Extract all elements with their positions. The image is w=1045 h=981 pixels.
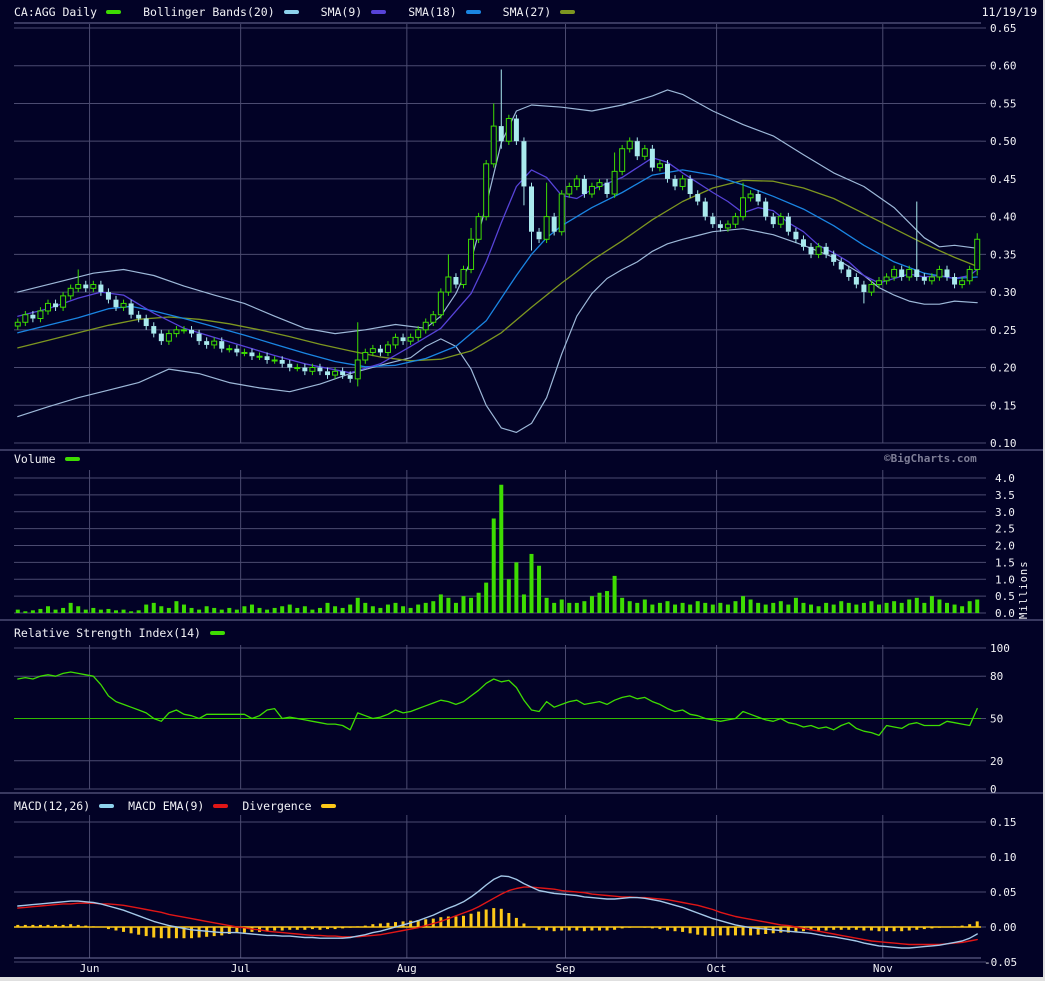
bollinger-swatch-icon [283,10,299,14]
volume-legend: Volume [14,452,80,466]
svg-text:0.10: 0.10 [990,437,1017,450]
svg-text:80: 80 [990,670,1003,683]
legend-item-sma27: SMA(27) [502,5,576,19]
macd-swatch-icon [99,804,115,808]
sma9-label: SMA(9) [320,5,363,19]
macd-legend: MACD(12,26) MACD EMA(9) Divergence [14,799,358,813]
svg-text:0.15: 0.15 [990,816,1017,829]
svg-text:Jun: Jun [80,962,100,975]
svg-text:0.10: 0.10 [990,851,1017,864]
svg-text:1.0: 1.0 [995,573,1015,586]
rsi-swatch-icon [209,631,225,635]
sma27-swatch-icon [560,10,576,14]
svg-text:0.05: 0.05 [990,886,1017,899]
sma27-label: SMA(27) [502,5,552,19]
svg-text:Sep: Sep [556,962,576,975]
svg-text:0.65: 0.65 [990,22,1017,35]
svg-text:Oct: Oct [707,962,727,975]
svg-text:Jul: Jul [231,962,251,975]
svg-text:20: 20 [990,755,1003,768]
svg-text:0.5: 0.5 [995,590,1015,603]
svg-text:0.15: 0.15 [990,399,1017,412]
legend-item-macd: MACD(12,26) [14,799,115,813]
svg-text:0.60: 0.60 [990,60,1017,73]
svg-text:3.0: 3.0 [995,506,1015,519]
macd-panel [14,815,986,963]
svg-text:0.20: 0.20 [990,362,1017,375]
legend-item-bollinger: Bollinger Bands(20) [143,5,299,19]
volume-unit-label: Millions [1018,560,1030,619]
bollinger-label: Bollinger Bands(20) [143,5,275,19]
svg-text:2.5: 2.5 [995,523,1015,536]
macd-label: MACD(12,26) [14,799,91,813]
svg-text:0.30: 0.30 [990,286,1017,299]
svg-text:50: 50 [990,713,1003,726]
window-edge-right [1043,0,1045,981]
svg-text:0.50: 0.50 [990,135,1017,148]
legend-item-sma9: SMA(9) [321,5,387,19]
svg-text:0: 0 [990,783,997,796]
rsi-legend: Relative Strength Index(14) [14,626,225,640]
rsi-panel [14,645,986,790]
legend-item-divergence: Divergence [242,799,336,813]
symbol-legend: CA:AGG Daily [14,5,122,19]
svg-text:0.45: 0.45 [990,173,1017,186]
svg-text:1.5: 1.5 [995,556,1015,569]
volume-panel [14,470,986,614]
svg-text:-0.05: -0.05 [984,956,1017,969]
svg-text:2.0: 2.0 [995,540,1015,553]
volume-swatch-icon [64,457,80,461]
sma9-swatch-icon [371,10,387,14]
rsi-label: Relative Strength Index(14) [14,626,201,640]
price-panel [14,24,986,444]
svg-text:0.35: 0.35 [990,248,1017,261]
window-edge-bottom [0,977,1045,981]
price-series-swatch-icon [106,10,122,14]
svg-text:100: 100 [990,642,1010,655]
svg-text:0.25: 0.25 [990,324,1017,337]
svg-text:Aug: Aug [397,962,417,975]
chart-legend-bar: CA:AGG Daily Bollinger Bands(20) SMA(9) … [14,5,597,19]
symbol-label: CA:AGG Daily [14,5,98,19]
legend-item-macd-ema: MACD EMA(9) [128,799,229,813]
legend-item-sma18: SMA(18) [408,5,481,19]
macd-ema-label: MACD EMA(9) [128,799,205,813]
chart-date-label: 11/19/19 [981,5,1037,19]
divergence-label: Divergence [242,799,312,813]
svg-text:4.0: 4.0 [995,472,1015,485]
svg-text:0.55: 0.55 [990,97,1017,110]
bigcharts-watermark: ©BigCharts.com [884,452,977,465]
svg-text:Nov: Nov [873,962,893,975]
axis-labels: 0.650.600.550.500.450.400.350.300.250.20… [80,22,1018,975]
macd-ema-swatch-icon [213,804,229,808]
svg-text:3.5: 3.5 [995,489,1015,502]
sma18-label: SMA(18) [408,5,457,19]
sma18-swatch-icon [465,10,481,14]
divergence-swatch-icon [320,804,336,808]
svg-text:0.40: 0.40 [990,211,1017,224]
svg-text:0.00: 0.00 [990,921,1017,934]
volume-label: Volume [14,452,56,466]
svg-text:0.0: 0.0 [995,607,1015,620]
